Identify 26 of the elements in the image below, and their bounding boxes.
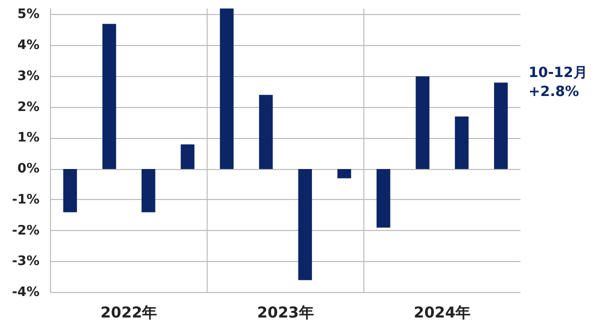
y-tick-label: 3% xyxy=(17,68,40,84)
bar xyxy=(259,94,273,170)
bar xyxy=(142,169,156,212)
text: 2024年 xyxy=(414,304,471,322)
bar xyxy=(454,116,469,170)
y-tick-label: 1% xyxy=(17,130,40,146)
y-tick-label: 4% xyxy=(17,38,40,54)
y-tick-label: 0% xyxy=(17,162,40,177)
y-tick-label: -2% xyxy=(12,223,40,238)
bar xyxy=(102,24,116,170)
text: 10-12月 +2.8% xyxy=(528,64,588,100)
bar xyxy=(180,144,194,170)
y-tick-label: -3% xyxy=(12,254,40,270)
bar xyxy=(298,169,312,280)
bar xyxy=(494,82,508,170)
bar xyxy=(63,169,77,212)
text: 2022年 xyxy=(100,304,158,322)
bar xyxy=(337,169,352,178)
text: 2023年 xyxy=(257,304,314,322)
y-tick-label: 5% xyxy=(17,7,40,22)
bar xyxy=(376,169,390,228)
y-tick-label: 2% xyxy=(17,100,40,115)
bar xyxy=(220,8,234,170)
bar xyxy=(416,76,430,170)
y-tick-label: -1% xyxy=(12,192,40,208)
y-tick-label: -4% xyxy=(12,285,40,300)
